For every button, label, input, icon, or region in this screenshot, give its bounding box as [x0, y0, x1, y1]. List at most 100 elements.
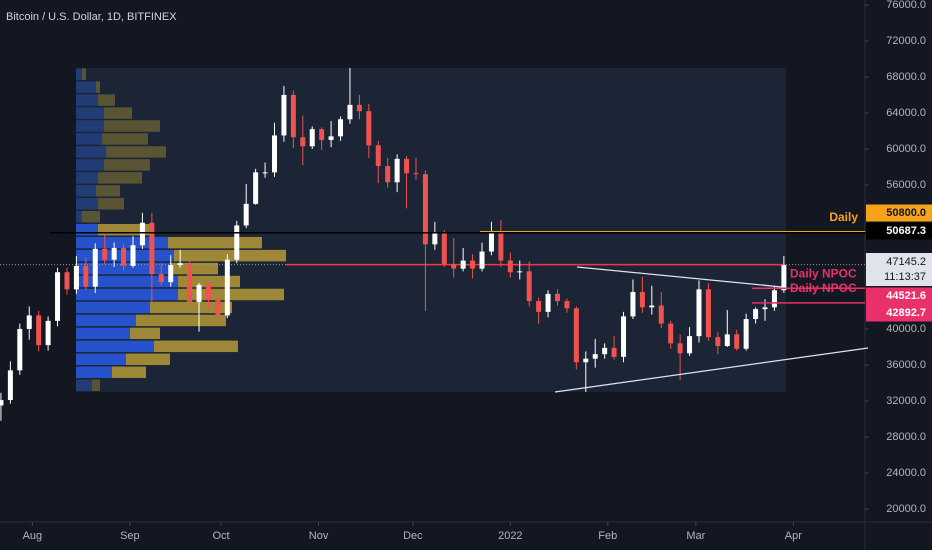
profile-bar — [130, 327, 160, 340]
profile-bar — [104, 120, 160, 132]
candle-body — [743, 319, 749, 349]
profile-bar — [76, 159, 104, 171]
profile-bar — [154, 340, 238, 353]
level-name: Daily NPOC — [790, 266, 857, 280]
y-tick-label: 56000.0 — [886, 179, 926, 191]
price-tag — [866, 304, 932, 322]
profile-bar — [178, 275, 240, 288]
profile-bar — [76, 301, 150, 314]
candle-body — [347, 104, 353, 120]
candle-body — [253, 172, 259, 204]
candle-body — [545, 293, 551, 312]
candle-body — [168, 265, 174, 283]
x-tick-label: Sep — [120, 530, 140, 542]
y-tick-label: 40000.0 — [886, 323, 926, 335]
profile-bar — [82, 68, 86, 80]
candle-body — [536, 301, 542, 312]
candle-body — [111, 247, 117, 260]
profile-bar — [76, 262, 170, 275]
x-tick-label: Nov — [309, 530, 329, 542]
candle-body — [0, 400, 4, 406]
profile-bar — [98, 198, 124, 210]
candle-body — [64, 272, 70, 290]
candle-body — [187, 263, 193, 302]
x-tick-label: Feb — [598, 530, 617, 542]
x-tick-label: Mar — [686, 530, 705, 542]
profile-bar — [76, 314, 136, 327]
profile-bar — [96, 81, 100, 93]
candle-body — [300, 137, 306, 147]
profile-bar — [126, 353, 170, 366]
candle-body — [121, 247, 127, 266]
profile-bar — [76, 172, 98, 184]
candle-body — [309, 129, 315, 147]
profile-bar — [76, 94, 98, 106]
profile-bar — [76, 379, 92, 391]
candle-body — [158, 274, 164, 283]
profile-bar — [170, 262, 218, 275]
candle-body — [724, 334, 730, 347]
candle-body — [394, 158, 400, 183]
candle-body — [573, 308, 579, 363]
candle-body — [451, 264, 457, 269]
profile-bar — [98, 223, 150, 236]
profile-bar — [92, 379, 100, 391]
y-tick-label: 60000.0 — [886, 143, 926, 155]
candle-body — [205, 284, 211, 301]
candle-body — [234, 225, 240, 260]
candle-body — [356, 104, 362, 112]
candle-body — [83, 265, 89, 287]
y-tick-label: 36000.0 — [886, 359, 926, 371]
candle-body — [366, 111, 372, 146]
candle-body — [762, 307, 768, 310]
trend-line — [576, 266, 783, 288]
profile-bar — [98, 172, 142, 184]
range-box — [76, 68, 786, 392]
candle-body — [460, 260, 466, 269]
chart-title: Bitcoin / U.S. Dollar, 1D, BITFINEX — [6, 11, 177, 23]
candle-body — [404, 158, 410, 174]
candle-body — [17, 328, 23, 371]
candle-body — [26, 315, 32, 329]
candle-body — [668, 323, 674, 344]
y-tick-label: 68000.0 — [886, 71, 926, 83]
y-tick-label: 64000.0 — [886, 107, 926, 119]
candle-body — [139, 222, 145, 246]
volume-profile — [0, 68, 865, 391]
candle-body — [338, 119, 344, 137]
candle-body — [470, 260, 476, 269]
price-tag-label: 50800.0 — [886, 207, 926, 219]
candle-body — [422, 174, 428, 245]
price-tag-label: 50687.3 — [886, 225, 926, 237]
y-tick-label: 24000.0 — [886, 467, 926, 479]
profile-bar — [76, 366, 112, 378]
profile-bar — [76, 340, 154, 353]
candle-body — [7, 370, 13, 401]
candle-body — [498, 231, 504, 261]
profile-bar — [76, 327, 130, 340]
candle-body — [696, 289, 702, 337]
candle-body — [649, 305, 655, 308]
candle-body — [45, 320, 51, 346]
candle-body — [413, 173, 419, 175]
candle-body — [781, 265, 787, 291]
last-price-tag — [866, 253, 932, 286]
countdown-label: 11:13:37 — [884, 271, 926, 283]
trend-line — [554, 347, 869, 393]
candle-body — [281, 94, 287, 136]
candle-body — [507, 260, 513, 273]
price-tag — [866, 222, 932, 240]
profile-bar — [76, 353, 126, 366]
candle-body — [375, 145, 381, 167]
candle-body — [630, 292, 636, 317]
candle-body — [592, 354, 598, 359]
candle-body — [658, 305, 664, 324]
candle-body — [441, 233, 447, 265]
price-tag-label: 42892.7 — [886, 307, 926, 319]
candle-body — [602, 347, 608, 355]
profile-bar — [76, 223, 98, 236]
profile-bar — [96, 185, 120, 197]
x-tick-label: Dec — [403, 530, 423, 542]
candle-body — [55, 272, 61, 321]
